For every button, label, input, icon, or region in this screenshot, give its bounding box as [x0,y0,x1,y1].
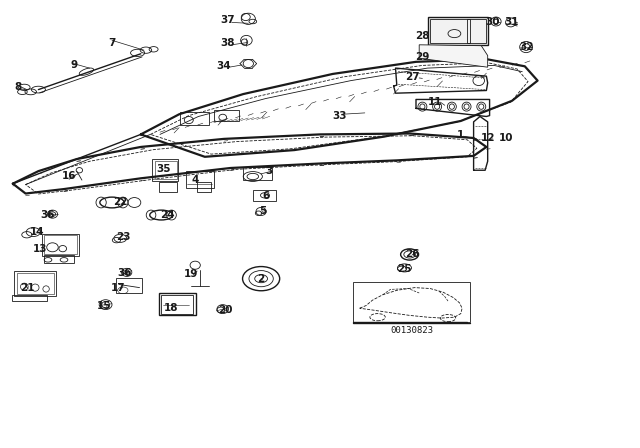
Bar [44,235,77,254]
Text: 15: 15 [97,301,111,310]
Text: 28: 28 [415,31,429,41]
Text: 19: 19 [184,269,198,279]
Text: 8: 8 [14,82,22,92]
Text: 9: 9 [70,60,77,70]
Bar [430,19,470,43]
Bar [14,271,56,296]
Text: 22: 22 [113,198,127,207]
Text: 10: 10 [499,133,513,143]
Text: 29: 29 [415,52,429,62]
Text: 13: 13 [33,244,47,254]
Bar [253,190,276,201]
Bar [44,255,74,263]
Bar [12,295,47,301]
Text: 30: 30 [486,17,500,26]
Bar [197,182,211,192]
Bar [467,19,486,43]
Bar [353,282,470,322]
Bar [155,161,177,179]
Bar [159,182,177,192]
Text: 14: 14 [30,227,44,237]
Text: 16: 16 [62,171,76,181]
Text: 18: 18 [164,303,179,313]
Bar [186,171,214,188]
Text: 35: 35 [156,164,170,174]
Polygon shape [419,45,488,67]
Bar [152,159,178,181]
Text: 12: 12 [481,133,495,143]
Text: 5: 5 [259,207,266,216]
Bar [116,278,142,293]
Text: 3: 3 [265,166,273,176]
Text: 00130823: 00130823 [390,326,433,335]
Text: 38: 38 [220,38,234,47]
Text: 36: 36 [41,210,55,220]
Text: 20: 20 [218,305,232,315]
Bar [214,110,239,121]
Text: 21: 21 [20,283,34,293]
Text: 32: 32 [519,42,533,52]
Text: 4: 4 [191,175,199,185]
Text: 17: 17 [111,283,125,293]
Bar [428,17,488,45]
Bar [42,234,79,256]
Text: 11: 11 [428,97,442,107]
Text: 25: 25 [397,264,412,274]
Text: 7: 7 [108,38,116,47]
Text: 24: 24 [161,210,175,220]
Text: 36: 36 [118,268,132,278]
Bar [180,112,209,125]
Bar [161,295,193,314]
Text: 6: 6 [262,191,269,201]
Bar [243,167,272,180]
Bar [17,273,54,294]
Text: 34: 34 [217,61,231,71]
Text: 37: 37 [220,15,234,25]
Text: 26: 26 [406,250,420,259]
Text: 1: 1 [457,130,465,140]
Text: 23: 23 [116,233,130,242]
Text: 2: 2 [257,274,265,284]
Text: 27: 27 [406,72,420,82]
Text: 31: 31 [505,17,519,26]
Text: 33: 33 [332,112,346,121]
Bar [159,293,196,315]
